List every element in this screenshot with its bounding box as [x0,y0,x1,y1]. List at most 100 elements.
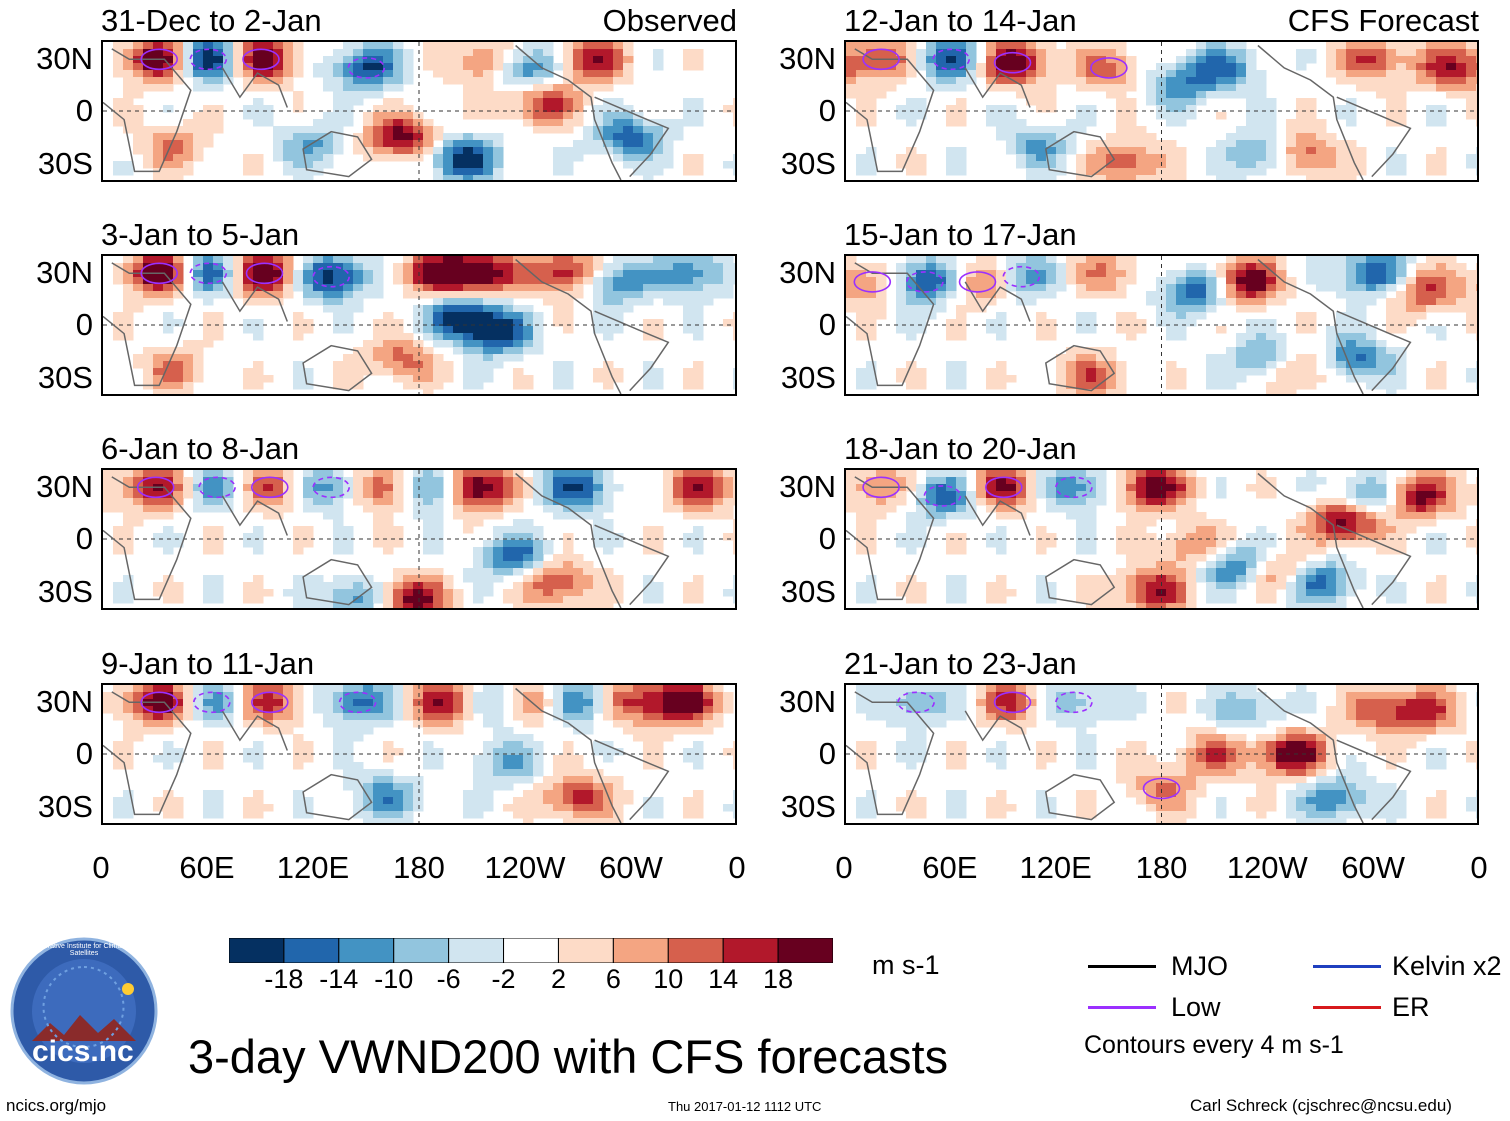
heatmap-cell [1316,603,1327,608]
heatmap-cell [1416,505,1427,513]
heatmap-cell [583,470,594,478]
heatmap-cell [1356,256,1367,264]
heatmap-cell [613,49,624,57]
heatmap-cell [193,56,204,64]
heatmap-cell [1356,77,1367,85]
heatmap-cell [153,582,164,590]
heatmap-cell [1126,575,1137,583]
heatmap-cell [183,477,194,485]
heatmap-cell [623,263,634,271]
heatmap-cell [1336,319,1347,327]
heatmap-cell [1366,77,1377,85]
heatmap-cell [1426,270,1437,278]
heatmap-cell [693,263,704,271]
heatmap-cell [573,105,584,113]
heatmap-cell [303,256,314,264]
heatmap-cell [553,298,564,306]
heatmap-cell [1016,147,1027,155]
heatmap-cell [153,175,164,180]
heatmap-cell [203,312,214,320]
heatmap-cell [283,63,294,71]
heatmap-cell [553,147,564,155]
heatmap-cell [1306,512,1317,520]
heatmap-cell [553,491,564,499]
heatmap-cell [593,140,604,148]
heatmap-cell [1166,547,1177,555]
heatmap-cell [1056,263,1067,271]
heatmap-cell [323,63,334,71]
heatmap-cell [1036,133,1047,141]
heatmap-cell [353,284,364,292]
heatmap-cell [1316,175,1327,180]
heatmap-cell [713,256,724,264]
heatmap-cell [523,561,534,569]
heatmap-cell [463,161,474,169]
heatmap-cell [1016,126,1027,134]
heatmap-cell [563,361,574,369]
heatmap-cell [333,112,344,120]
heatmap-cell [1306,161,1317,169]
heatmap-cell [393,491,404,499]
heatmap-cell [1266,161,1277,169]
heatmap-cell [1106,603,1117,608]
heatmap-cell [683,596,694,604]
heatmap-cell [453,256,464,264]
heatmap-cell [1166,491,1177,499]
heatmap-cell [403,692,414,700]
heatmap-cell [1036,126,1047,134]
heatmap-cell [453,727,464,735]
heatmap-cell [1116,105,1127,113]
heatmap-cell [113,748,124,756]
heatmap-cell [523,305,534,313]
heatmap-cell [573,119,584,127]
heatmap-cell [563,56,574,64]
heatmap-cell [463,498,474,506]
heatmap-cell [956,154,967,162]
heatmap-cell [1226,91,1237,99]
heatmap-cell [543,49,554,57]
heatmap-cell [906,519,917,527]
heatmap-cell [1006,256,1017,264]
heatmap-cell [383,63,394,71]
heatmap-cell [113,319,124,327]
heatmap-cell [1146,540,1157,548]
heatmap-cell [896,112,907,120]
heatmap-cell [1186,575,1197,583]
heatmap-cell [1216,484,1227,492]
heatmap-cell [653,147,664,155]
heatmap-cell [523,734,534,742]
heatmap-cell [523,263,534,271]
heatmap-cell [403,596,414,604]
low-contour [347,57,386,79]
heatmap-cell [483,175,494,180]
heatmap-cell [1016,277,1027,285]
heatmap-cell [633,133,644,141]
heatmap-cell [123,470,134,478]
heatmap-cell [1166,361,1177,369]
heatmap-cell [283,140,294,148]
heatmap-cell [333,382,344,390]
heatmap-cell [1256,270,1267,278]
heatmap-cell [133,361,144,369]
heatmap-cell [363,42,374,50]
heatmap-cell [1476,575,1477,583]
heatmap-cell [393,484,404,492]
heatmap-cell [1116,477,1127,485]
heatmap-cell [956,312,967,320]
heatmap-cell [1476,533,1477,541]
heatmap-cell [443,589,454,597]
heatmap-cell [1146,498,1157,506]
heatmap-cell [373,596,384,604]
heatmap-cell [1026,147,1037,155]
heatmap-cell [423,685,434,693]
heatmap-cell [1366,284,1377,292]
heatmap-cell [936,505,947,513]
heatmap-cell [683,498,694,506]
heatmap-cell [123,498,134,506]
heatmap-cell [153,147,164,155]
heatmap-cell [553,554,564,562]
heatmap-cell [1466,305,1477,313]
heatmap-cell [856,375,867,383]
heatmap-cell [503,741,514,749]
heatmap-cell [1466,526,1477,534]
